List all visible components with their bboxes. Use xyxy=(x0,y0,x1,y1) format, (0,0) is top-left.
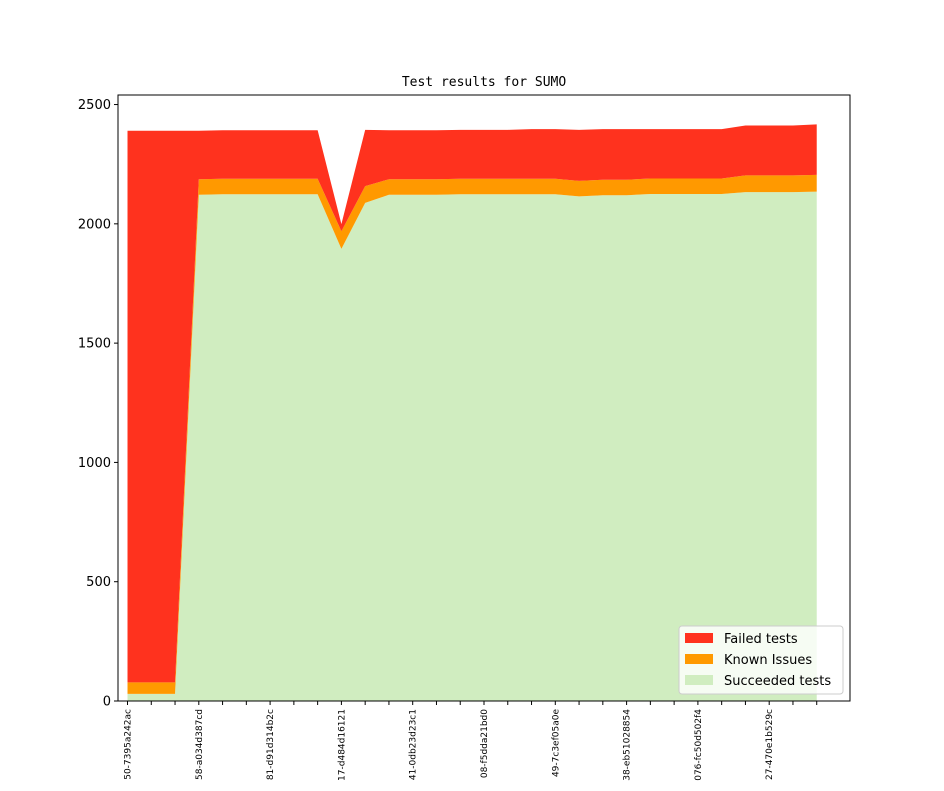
x-tick-label: 076-fc50d502f4 xyxy=(694,709,704,781)
y-tick-label: 500 xyxy=(86,575,111,590)
areas-layer xyxy=(127,124,817,701)
legend-swatch-succeeded-tests xyxy=(685,675,713,685)
legend-label-known-issues: Known Issues xyxy=(724,653,812,668)
area-failed-tests xyxy=(127,124,817,683)
y-tick-label: 2500 xyxy=(78,98,111,113)
area-succeeded-tests xyxy=(127,191,817,701)
x-tick-label: 81-d91d314b2c xyxy=(266,709,276,780)
x-tick-label: 38-eb51028854 xyxy=(623,709,633,781)
x-tick-label: 58-a034d387cd xyxy=(195,709,205,780)
chart-title: Test results for SUMO xyxy=(402,75,567,90)
legend-label-succeeded-tests: Succeeded tests xyxy=(724,674,831,689)
x-tick-label: 50-7395a242ac xyxy=(124,709,134,780)
y-tick-label: 1000 xyxy=(78,456,111,471)
y-tick-label: 2000 xyxy=(78,217,111,232)
legend: Failed tests Known Issues Succeeded tests xyxy=(678,625,844,695)
y-tick-label: 1500 xyxy=(78,337,111,352)
legend-box xyxy=(678,625,844,695)
x-tick-label: 08-f5dda21bd0 xyxy=(480,709,490,778)
x-tick-label: 27-470e1b529c xyxy=(765,709,775,780)
x-tick-label: 17-d484d16121 xyxy=(337,709,347,781)
axes-layer: 0 500 1000 1500 2000 2500 50-7395a242ac 58-a034… xyxy=(78,94,851,781)
y-tick-label: 0 xyxy=(103,695,111,710)
legend-swatch-known-issues xyxy=(685,654,713,664)
x-tick-label: 41-0db23d23c1 xyxy=(409,709,419,780)
legend-swatch-failed-tests xyxy=(685,633,713,643)
x-tick-label: 49-7c3ef05a0e xyxy=(551,709,561,777)
legend-label-failed-tests: Failed tests xyxy=(724,632,798,647)
